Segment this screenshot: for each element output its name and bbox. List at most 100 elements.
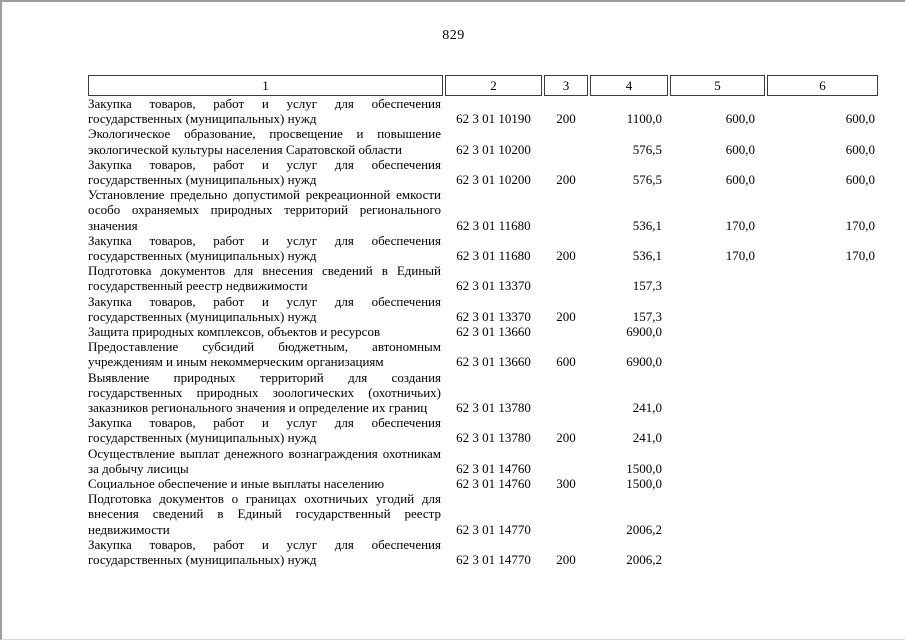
table-row: Закупка товаров, работ и услуг для обесп… — [88, 415, 878, 445]
amount-col6-cell — [767, 491, 878, 537]
amount-col6-cell — [767, 415, 878, 445]
code-cell: 62 3 01 13780 — [456, 430, 531, 446]
code-cell: 62 3 01 13660 — [456, 324, 531, 340]
code-cell: 62 3 01 14760 — [456, 460, 531, 476]
amount-col4-cell: 241,0 — [632, 430, 662, 446]
amount-col5-cell: 170,0 — [725, 217, 755, 233]
amount-col6-cell: 600,0 — [845, 141, 875, 157]
description-cell: Подготовка документов для внесения сведе… — [88, 263, 441, 294]
code-cell: 62 3 01 13370 — [456, 278, 531, 294]
table-body: Закупка товаров, работ и услуг для обесп… — [88, 96, 878, 567]
expense-type-cell — [544, 126, 588, 156]
amount-col4-cell: 241,0 — [632, 400, 662, 416]
description-cell: Закупка товаров, работ и услуг для обесп… — [88, 156, 441, 188]
amount-col5-cell: 600,0 — [725, 111, 755, 127]
amount-col4-cell: 2006,2 — [626, 521, 662, 537]
amount-col4-cell: 536,1 — [632, 217, 662, 233]
amount-col6-cell — [767, 339, 878, 369]
amount-col5-cell — [670, 476, 765, 491]
amount-col6-cell — [767, 476, 878, 491]
amount-col4-cell: 1500,0 — [626, 460, 662, 476]
expense-type-cell: 200 — [556, 172, 576, 188]
column-header-3: 3 — [544, 75, 588, 96]
description-cell: Закупка товаров, работ и услуг для обесп… — [88, 96, 441, 127]
amount-col6-cell — [767, 324, 878, 339]
amount-col6-cell: 170,0 — [845, 248, 875, 264]
expense-type-cell — [544, 446, 588, 476]
table-row: Закупка товаров, работ и услуг для обесп… — [88, 294, 878, 324]
amount-col4-cell: 2006,2 — [626, 552, 662, 568]
amount-col6-cell — [767, 370, 878, 416]
amount-col6-cell: 600,0 — [845, 111, 875, 127]
code-cell: 62 3 01 14770 — [456, 552, 531, 568]
table-row: Выявление природных территорий для созда… — [88, 370, 878, 416]
amount-col4-cell: 6900,0 — [626, 324, 662, 340]
description-cell: Защита природных комплексов, объектов и … — [88, 324, 381, 340]
amount-col6-cell — [767, 537, 878, 567]
amount-col5-cell: 600,0 — [725, 141, 755, 157]
amount-col4-cell: 1500,0 — [626, 476, 662, 492]
description-cell: Осуществление выплат денежного вознаграж… — [88, 445, 441, 476]
table-row: Осуществление выплат денежного вознаграж… — [88, 446, 878, 476]
amount-col4-cell: 576,5 — [632, 172, 662, 188]
budget-table: 1 2 3 4 5 6 Закупка товаров, работ и усл… — [86, 75, 880, 567]
amount-col6-cell: 170,0 — [845, 217, 875, 233]
expense-type-cell — [544, 187, 588, 233]
amount-col6-cell — [767, 294, 878, 324]
amount-col4-cell: 576,5 — [632, 141, 662, 157]
amount-col6-cell — [767, 263, 878, 293]
code-cell: 62 3 01 10200 — [456, 172, 531, 188]
description-cell: Установление предельно допустимой рекреа… — [88, 187, 441, 233]
amount-col5-cell — [670, 491, 765, 537]
code-cell: 62 3 01 13780 — [456, 400, 531, 416]
expense-type-cell: 200 — [556, 111, 576, 127]
expense-type-cell: 200 — [556, 552, 576, 568]
code-cell: 62 3 01 10190 — [456, 111, 531, 127]
amount-col6-cell: 600,0 — [845, 172, 875, 188]
amount-col6-cell — [767, 446, 878, 476]
amount-col5-cell: 600,0 — [725, 172, 755, 188]
expense-type-cell — [544, 324, 588, 339]
table-row: Закупка товаров, работ и услуг для обесп… — [88, 233, 878, 263]
expense-type-cell: 200 — [556, 308, 576, 324]
code-cell: 62 3 01 11680 — [456, 248, 531, 264]
amount-col5-cell — [670, 339, 765, 369]
description-cell: Экологическое образование, просвещение и… — [88, 126, 441, 157]
amount-col5-cell — [670, 446, 765, 476]
table-row: Закупка товаров, работ и услуг для обесп… — [88, 157, 878, 187]
description-cell: Предоставление субсидий бюджетным, автон… — [88, 339, 441, 370]
column-header-5: 5 — [670, 75, 765, 96]
expense-type-cell: 300 — [556, 476, 576, 492]
column-header-1: 1 — [88, 75, 443, 96]
amount-col4-cell: 6900,0 — [626, 354, 662, 370]
table-row: Установление предельно допустимой рекреа… — [88, 187, 878, 233]
code-cell: 62 3 01 14770 — [456, 521, 531, 537]
column-header-6: 6 — [767, 75, 878, 96]
description-cell: Социальное обеспечение и иные выплаты на… — [88, 476, 385, 492]
page-number: 829 — [442, 28, 465, 43]
expense-type-cell — [544, 491, 588, 537]
table-row: Закупка товаров, работ и услуг для обесп… — [88, 537, 878, 567]
amount-col5-cell: 170,0 — [725, 248, 755, 264]
amount-col4-cell: 536,1 — [632, 248, 662, 264]
description-cell: Подготовка документов о границах охотнич… — [88, 491, 441, 537]
expense-type-cell: 200 — [556, 430, 576, 446]
expense-type-cell: 600 — [556, 354, 576, 370]
description-cell: Закупка товаров, работ и услуг для обесп… — [88, 415, 441, 446]
description-cell: Закупка товаров, работ и услуг для обесп… — [88, 536, 441, 568]
expense-type-cell: 200 — [556, 248, 576, 264]
column-header-2: 2 — [445, 75, 542, 96]
table-row: Экологическое образование, просвещение и… — [88, 126, 878, 156]
table-header-row: 1 2 3 4 5 6 — [88, 75, 878, 96]
table-row: Закупка товаров, работ и услуг для обесп… — [88, 96, 878, 126]
amount-col5-cell — [670, 415, 765, 445]
code-cell: 62 3 01 14760 — [456, 476, 531, 492]
amount-col5-cell — [670, 370, 765, 416]
table-row: Предоставление субсидий бюджетным, автон… — [88, 339, 878, 369]
amount-col5-cell — [670, 263, 765, 293]
expense-type-cell — [544, 370, 588, 416]
code-cell: 62 3 01 13370 — [456, 308, 531, 324]
amount-col5-cell — [670, 324, 765, 339]
table-row: Подготовка документов о границах охотнич… — [88, 491, 878, 537]
code-cell: 62 3 01 10200 — [456, 141, 531, 157]
